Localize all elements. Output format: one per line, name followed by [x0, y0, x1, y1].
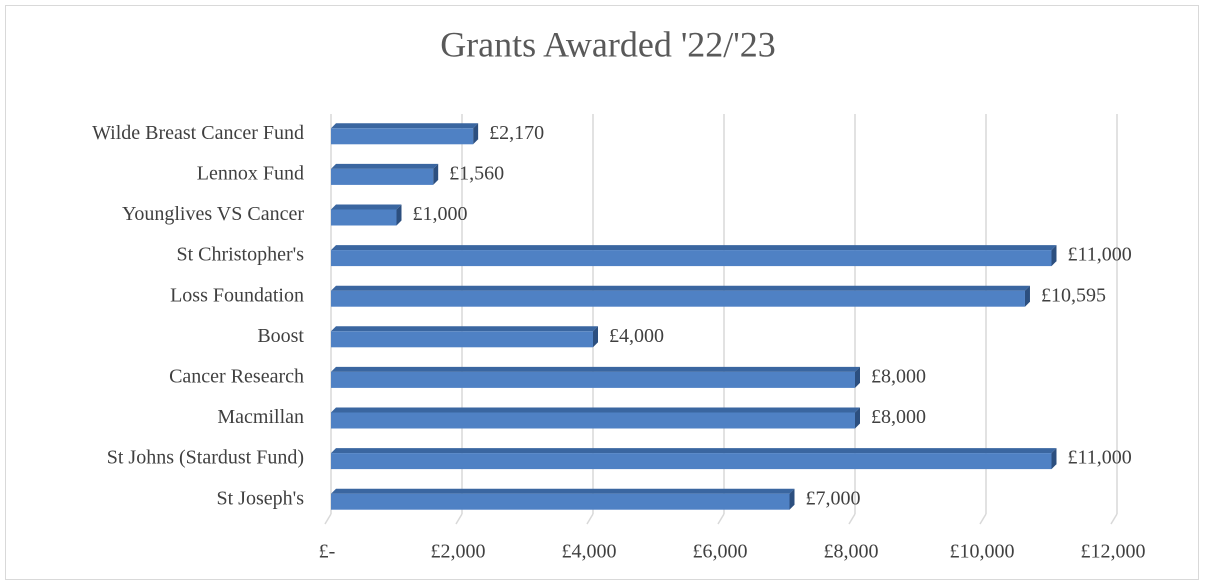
y-tick-label: Macmillan — [217, 406, 304, 428]
x-tick-label: £8,000 — [824, 541, 879, 563]
bar-side — [855, 366, 860, 388]
bar-top — [331, 366, 860, 372]
bar-side — [789, 488, 795, 510]
value-label: £4,000 — [609, 325, 664, 347]
y-tick-label: St Joseph's — [216, 487, 304, 509]
value-label: £8,000 — [871, 406, 926, 428]
bar — [331, 493, 790, 510]
grid-foot — [979, 513, 987, 525]
bar-side — [1024, 285, 1030, 307]
bar — [331, 168, 434, 185]
bar — [331, 453, 1052, 470]
bar-top — [331, 204, 402, 210]
y-tick-label: St Johns (Stardust Fund) — [107, 447, 304, 469]
y-tick-label: Wilde Breast Cancer Fund — [92, 122, 304, 144]
x-tick-label: £2,000 — [431, 541, 486, 563]
value-label: £1,560 — [449, 162, 504, 184]
bar-side — [855, 407, 860, 429]
bar-top — [331, 448, 1057, 454]
bar-top — [331, 326, 598, 332]
bar-side — [593, 326, 598, 348]
bar — [331, 371, 855, 388]
bar-side — [1051, 245, 1057, 267]
value-label: £1,000 — [413, 203, 468, 225]
bar-top — [331, 407, 860, 413]
bar — [331, 412, 855, 429]
bar-top — [331, 285, 1030, 291]
bar — [331, 209, 397, 226]
value-label: £8,000 — [871, 365, 926, 387]
y-tick-label: Cancer Research — [169, 365, 304, 387]
bar — [331, 290, 1025, 307]
bar-top — [331, 163, 439, 169]
grid-foot — [848, 513, 856, 525]
chart-title: Grants Awarded '22/'23 — [440, 24, 776, 64]
value-label: £2,170 — [489, 122, 544, 144]
bar — [331, 250, 1052, 267]
bar-top — [331, 245, 1057, 251]
bar-side — [396, 204, 402, 226]
y-tick-label: Loss Foundation — [170, 284, 304, 306]
bar-top — [331, 488, 795, 494]
grid-foot — [586, 513, 594, 525]
grid-foot — [1110, 513, 1118, 525]
grid-foot — [717, 513, 725, 525]
x-tick-label: £4,000 — [562, 541, 617, 563]
y-tick-label: St Christopher's — [177, 244, 305, 266]
bar-side — [1051, 448, 1057, 470]
value-label: £7,000 — [806, 487, 861, 509]
bar-side — [433, 163, 439, 185]
grid-foot — [455, 513, 463, 525]
y-tick-label: Lennox Fund — [197, 162, 304, 184]
value-label: £11,000 — [1068, 244, 1132, 266]
value-label: £10,595 — [1041, 284, 1106, 306]
y-tick-label: Boost — [257, 325, 304, 347]
x-tick-label: £6,000 — [693, 541, 748, 563]
y-tick-label: Younglives VS Cancer — [122, 203, 304, 225]
bar-side — [473, 123, 479, 145]
bar — [331, 331, 593, 348]
value-label: £11,000 — [1068, 447, 1132, 469]
x-tick-label: £12,000 — [1081, 541, 1146, 563]
x-tick-label: £10,000 — [950, 541, 1015, 563]
x-tick-label: £- — [319, 541, 336, 563]
grid-foot — [324, 513, 332, 525]
bar — [331, 128, 474, 145]
bar-top — [331, 123, 479, 129]
